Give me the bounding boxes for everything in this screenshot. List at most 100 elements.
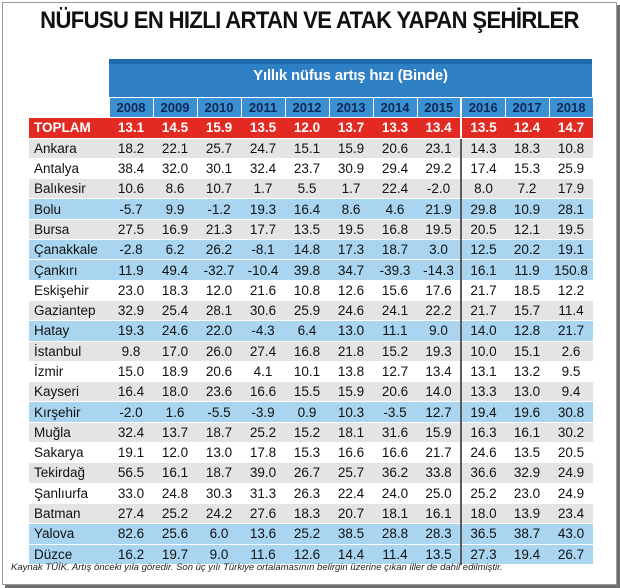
value-cell: 17.0 <box>153 341 197 362</box>
city-name-cell: İstanbul <box>29 341 109 362</box>
value-cell: 23.0 <box>505 483 549 504</box>
value-cell: 25.7 <box>329 462 373 484</box>
table-row: Hatay 19.3 24.6 22.0 -4.3 6.4 13.0 11.1 9.0 14.0 1… <box>29 320 593 342</box>
value-cell: 23.6 <box>197 381 241 403</box>
value-cell: 16.1 <box>153 462 197 484</box>
value-cell: 36.2 <box>373 462 417 484</box>
table-row: Çanakkale -2.8 6.2 26.2 -8.1 14.8 17.3 18.7 3.0 1… <box>29 239 593 261</box>
value-cell: 11.1 <box>373 320 417 342</box>
value-cell: 33.0 <box>109 483 153 504</box>
year-header-cell: 2009 <box>153 98 198 119</box>
table-row: Eskişehir 23.0 18.3 12.0 21.6 10.8 12.6 15.6 17.… <box>29 280 593 301</box>
value-cell: 1.7 <box>329 178 373 200</box>
value-cell: -39.3 <box>373 259 417 281</box>
value-cell: 8.6 <box>153 178 197 200</box>
table-row: İzmir 15.0 18.9 20.6 4.1 10.1 13.8 12.7 13.4 13.1… <box>29 361 593 383</box>
city-name-cell: Hatay <box>29 320 109 342</box>
year-header-cell: 2017 <box>505 98 550 119</box>
value-cell: 8.0 <box>460 178 505 200</box>
table-row: Bolu -5.7 9.9 -1.2 19.3 16.4 8.6 4.6 21.9 29.8 10.… <box>29 198 593 220</box>
value-cell: 25.0 <box>417 483 461 504</box>
total-value-cell: 13.7 <box>329 117 373 139</box>
value-cell: 16.4 <box>109 381 153 403</box>
page-title: NÜFUSU EN HIZLI ARTAN VE ATAK YAPAN ŞEHİ… <box>40 7 579 34</box>
value-cell: 22.0 <box>197 320 241 342</box>
value-cell: 24.9 <box>549 462 593 484</box>
value-cell: 15.1 <box>285 138 329 159</box>
city-name-cell: Çanakkale <box>29 239 109 261</box>
value-cell: 19.6 <box>505 401 549 423</box>
value-cell: 23.1 <box>417 138 461 159</box>
year-header-row: 2008 2009 2010 2011 2012 2013 2014 2015 2016 2017… <box>29 98 594 119</box>
value-cell: 9.0 <box>197 544 241 565</box>
value-cell: 11.4 <box>549 300 593 322</box>
value-cell: 25.9 <box>285 300 329 322</box>
value-cell: 17.6 <box>417 280 461 301</box>
value-cell: 11.6 <box>241 544 285 565</box>
value-cell: 9.8 <box>109 341 153 362</box>
value-cell: 18.5 <box>505 280 549 301</box>
value-cell: 39.8 <box>285 259 329 281</box>
value-cell: 13.0 <box>505 381 549 403</box>
value-cell: 13.5 <box>505 442 549 464</box>
value-cell: 10.9 <box>505 198 549 220</box>
table-row: Ankara 18.2 22.1 25.7 24.7 15.1 15.9 20.6 23.1 14… <box>29 138 593 159</box>
value-cell: 24.6 <box>329 300 373 322</box>
value-cell: 13.9 <box>505 503 549 525</box>
value-cell: 10.8 <box>549 138 593 159</box>
value-cell: 13.0 <box>197 442 241 464</box>
total-value-cell: 13.1 <box>109 117 153 139</box>
value-cell: 32.4 <box>109 422 153 444</box>
value-cell: 21.7 <box>549 320 593 342</box>
value-cell: 22.1 <box>153 138 197 159</box>
total-value-cell: 12.0 <box>285 117 329 139</box>
value-cell: 30.1 <box>197 158 241 180</box>
total-value-cell: 13.5 <box>241 117 285 139</box>
value-cell: 82.6 <box>109 523 153 545</box>
table-row: Balıkesir 10.6 8.6 10.7 1.7 5.5 1.7 22.4 -2.0 8.0… <box>29 178 593 200</box>
value-cell: 16.8 <box>373 219 417 241</box>
value-cell: 18.1 <box>373 503 417 525</box>
value-cell: 13.7 <box>153 422 197 444</box>
value-cell: 28.3 <box>417 523 461 545</box>
value-cell: 13.1 <box>460 361 505 383</box>
value-cell: 18.9 <box>153 361 197 383</box>
value-cell: 21.7 <box>460 280 505 301</box>
value-cell: 19.5 <box>549 219 593 241</box>
value-cell: 25.4 <box>153 300 197 322</box>
value-cell: 29.2 <box>417 158 461 180</box>
value-cell: 23.4 <box>549 503 593 525</box>
city-name-cell: Antalya <box>29 158 109 180</box>
value-cell: 18.7 <box>197 462 241 484</box>
value-cell: -2.0 <box>417 178 461 200</box>
value-cell: 36.6 <box>460 462 505 484</box>
value-cell: 16.8 <box>285 341 329 362</box>
value-cell: 17.3 <box>329 239 373 261</box>
value-cell: 19.7 <box>153 544 197 565</box>
value-cell: 18.0 <box>460 503 505 525</box>
value-cell: 30.2 <box>549 422 593 444</box>
value-cell: -5.7 <box>109 198 153 220</box>
value-cell: 13.8 <box>329 361 373 383</box>
total-value-cell: 13.3 <box>373 117 417 139</box>
population-growth-table: 2008 2009 2010 2011 2012 2013 2014 2015 2016 2017… <box>29 98 594 565</box>
year-header-cell: 2008 <box>109 98 154 119</box>
city-name-cell: Balıkesir <box>29 178 109 200</box>
value-cell: 16.9 <box>153 219 197 241</box>
table-row: Muğla 32.4 13.7 18.7 25.2 15.2 18.1 31.6 15.9 16.… <box>29 422 593 444</box>
value-cell: 15.9 <box>329 381 373 403</box>
table-subtitle: Yıllık nüfus artış hızı (Binde) <box>253 67 448 84</box>
value-cell: 2.6 <box>549 341 593 362</box>
value-cell: 25.2 <box>285 523 329 545</box>
table-row: Antalya 38.4 32.0 30.1 32.4 23.7 30.9 29.4 29.2 1… <box>29 158 593 180</box>
value-cell: 1.6 <box>153 401 197 423</box>
value-cell: 7.2 <box>505 178 549 200</box>
value-cell: 13.0 <box>329 320 373 342</box>
value-cell: 12.0 <box>197 280 241 301</box>
year-header-cell: 2011 <box>241 98 286 119</box>
value-cell: 34.7 <box>329 259 373 281</box>
table-row: İstanbul 9.8 17.0 26.0 27.4 16.8 21.8 15.2 19.3 1… <box>29 341 593 362</box>
value-cell: 24.9 <box>549 483 593 504</box>
value-cell: 6.4 <box>285 320 329 342</box>
value-cell: 24.2 <box>197 503 241 525</box>
